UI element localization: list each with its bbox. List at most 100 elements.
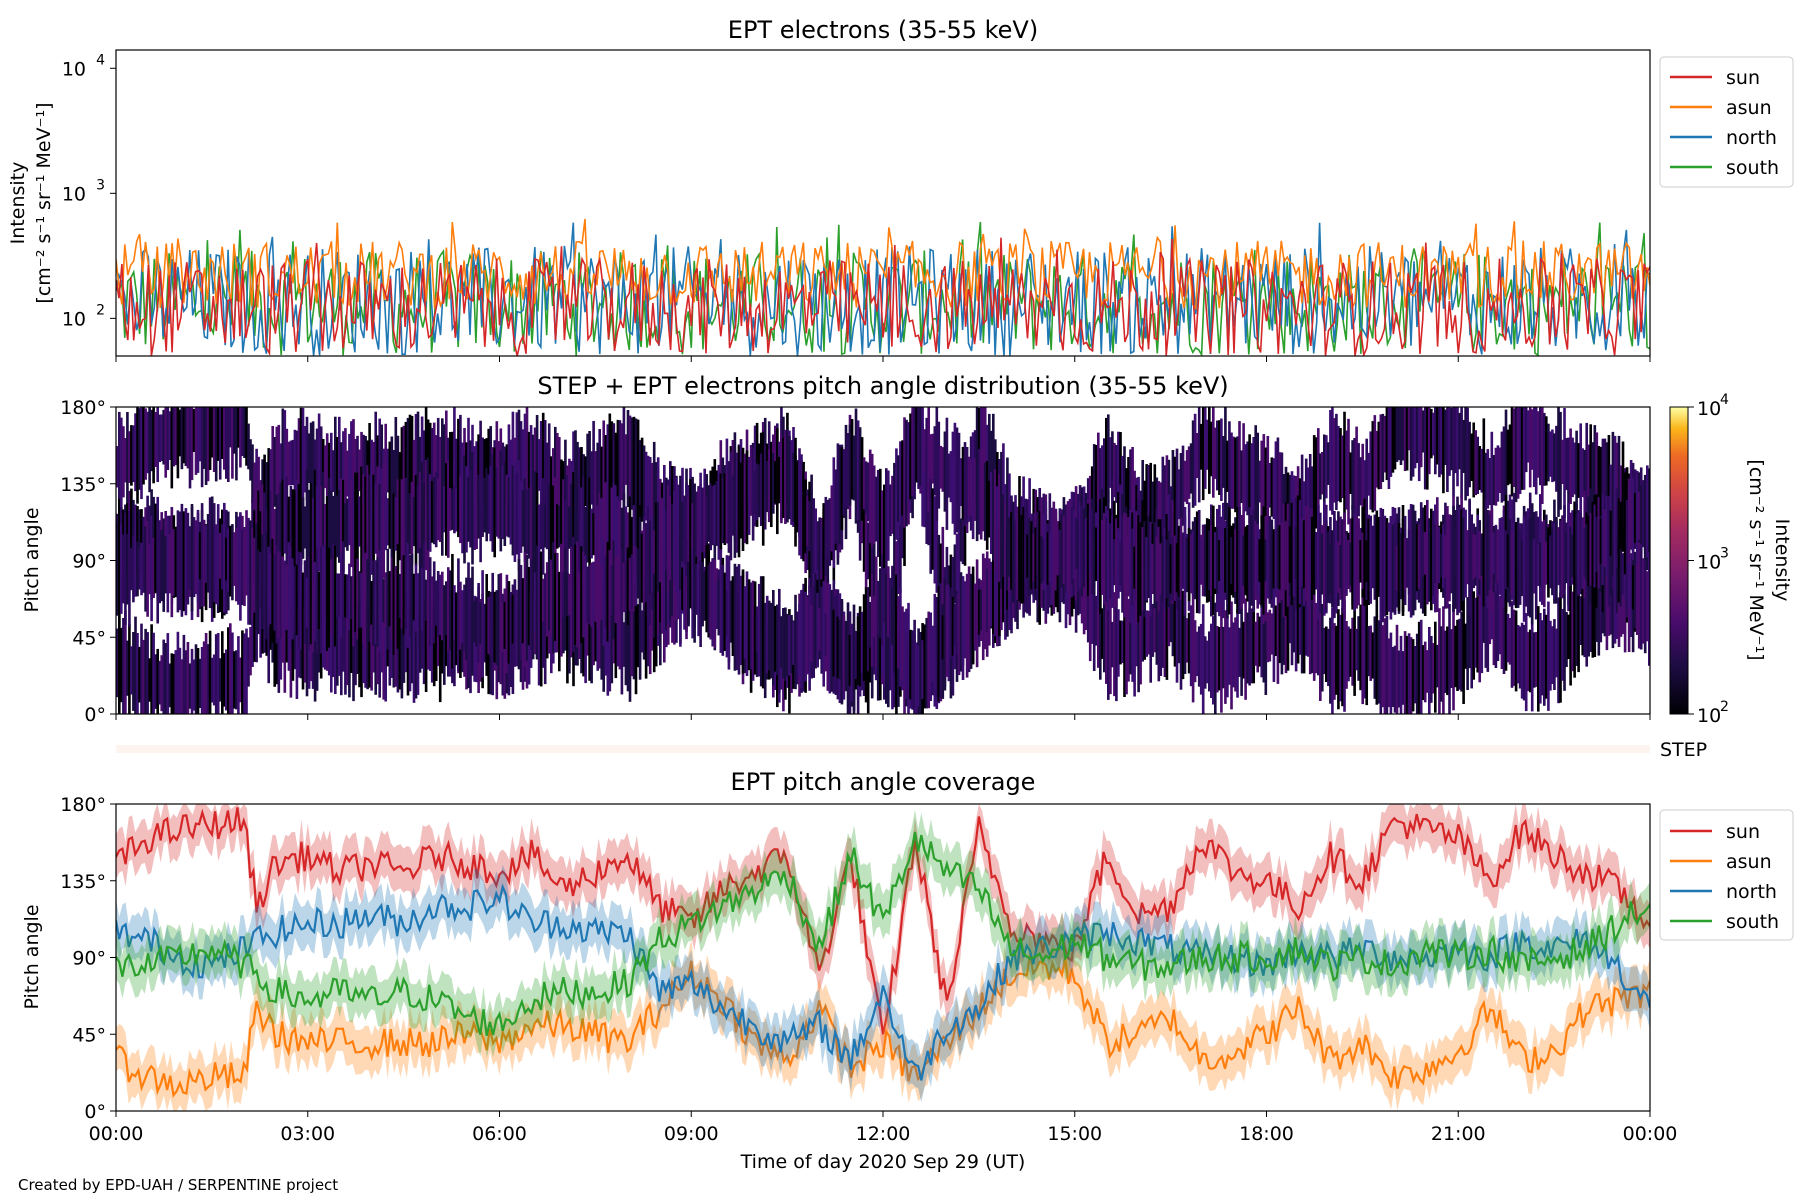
pad-cell: [196, 407, 200, 473]
pad-cell: [384, 572, 388, 628]
pad-cell: [305, 469, 309, 585]
pad-cell: [233, 651, 236, 709]
pad-cell: [1397, 523, 1401, 612]
pad-cell: [235, 650, 238, 710]
pad-cell: [1099, 499, 1102, 614]
pad-cell: [947, 453, 951, 498]
pad-cell: [352, 478, 355, 568]
pad-cell: [1595, 432, 1599, 529]
pad-cell: [1409, 504, 1413, 618]
pad-cell: [388, 496, 392, 549]
pad-cell: [287, 496, 291, 567]
pad-cell: [1042, 539, 1046, 582]
pad-cell: [895, 574, 898, 680]
pad-cell: [1203, 407, 1207, 489]
pad-cell: [408, 493, 412, 555]
pad-cell: [876, 469, 880, 557]
pad-cell: [1228, 627, 1231, 685]
pad-cell: [1478, 446, 1482, 490]
pad-cell: [1270, 519, 1274, 600]
pad-cell: [955, 533, 959, 592]
pad-cell: [1286, 472, 1290, 528]
pad-cell: [1060, 514, 1064, 588]
pad-cell: [715, 582, 719, 629]
pad-cell: [1117, 609, 1120, 677]
pad-cell: [959, 572, 963, 672]
intensity-ylabel-units: [cm⁻² s⁻¹ sr⁻¹ MeV⁻¹]: [33, 102, 55, 303]
pad-cell: [562, 479, 565, 574]
pad-cell: [1157, 526, 1161, 612]
pad-cell: [1319, 512, 1322, 614]
pad-cell: [1195, 433, 1199, 478]
pad-cell: [513, 462, 517, 562]
pad-cell: [675, 477, 678, 593]
pad-cell: [1496, 582, 1500, 661]
pad-cell: [638, 440, 642, 513]
pad-cell: [1383, 415, 1387, 473]
pad-cell: [436, 417, 440, 500]
pad-cell: [459, 475, 462, 544]
pad-cell: [590, 508, 593, 559]
pad-cell: [1399, 407, 1403, 465]
pad-cell: [1284, 572, 1288, 674]
pad-cell: [1514, 407, 1518, 503]
pad-cell: [194, 644, 198, 714]
pad-cell: [340, 552, 343, 638]
pad-cell: [887, 470, 890, 561]
pad-cell: [770, 441, 773, 527]
pad-cell: [309, 560, 313, 645]
pad-cell: [1113, 500, 1116, 573]
pad-cell: [1115, 585, 1118, 702]
pad-cell: [382, 578, 386, 623]
pad-cell: [455, 592, 458, 635]
pad-cell: [648, 457, 652, 529]
pad-cell: [1191, 530, 1195, 596]
pad-cell: [1256, 432, 1260, 530]
pad-cell: [761, 576, 765, 689]
pad-cell: [889, 614, 892, 691]
pad-cell: [661, 570, 664, 619]
pad-cell: [1450, 629, 1453, 688]
pad-cell: [1504, 598, 1508, 671]
pad-cell: [1232, 622, 1235, 688]
intensity-ylabel: Intensity: [7, 162, 29, 245]
pad-cell: [1363, 531, 1367, 590]
pad-cell: [683, 496, 686, 565]
pad-cell: [432, 605, 436, 687]
pad-cell: [533, 572, 537, 633]
pad-cell: [594, 567, 598, 622]
pad-cell: [784, 429, 787, 524]
pad-cell: [1304, 512, 1308, 599]
pad-cell: [654, 462, 658, 543]
pad-cell: [1147, 610, 1151, 655]
pad-cell: [1426, 499, 1429, 605]
pad-cell: [1462, 593, 1465, 704]
pad-cell: [501, 602, 505, 652]
pad-cell: [487, 474, 491, 534]
pad-cell: [971, 566, 975, 665]
pad-cell: [757, 583, 761, 677]
pad-cell: [802, 461, 805, 562]
pad-cell: [588, 565, 591, 625]
pad-cell: [1446, 407, 1449, 492]
pad-cell: [475, 597, 478, 647]
pad-cell: [598, 492, 602, 578]
pad-cell: [535, 545, 539, 659]
pad-cell: [1333, 418, 1336, 503]
pad-cell: [883, 566, 886, 623]
pad-cell: [1266, 522, 1270, 599]
pad-cell: [1082, 555, 1086, 635]
pad-cell: [1101, 520, 1104, 595]
pad-cell: [701, 489, 704, 553]
intensity-y-tick-exponent: 3: [96, 177, 105, 193]
pad-cell: [489, 595, 493, 657]
pad-cell: [860, 611, 864, 673]
pad-cell: [1637, 542, 1641, 649]
pad-cell: [293, 429, 297, 494]
pad-cell: [505, 474, 509, 537]
pad-cell: [438, 587, 442, 703]
pad-cell: [1201, 407, 1205, 501]
pad-cell: [923, 444, 927, 528]
pad-cell: [350, 421, 353, 524]
pad-cell: [885, 468, 888, 574]
